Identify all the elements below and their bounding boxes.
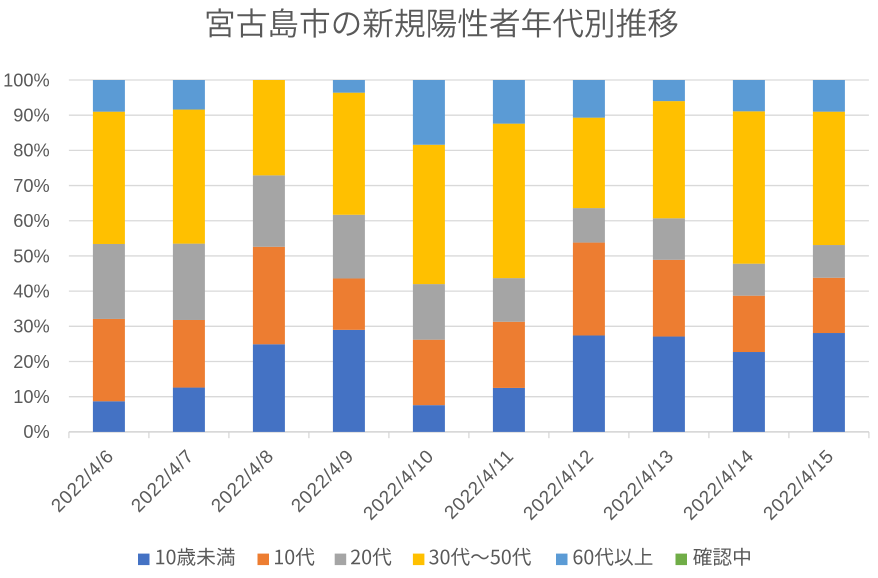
svg-text:80%: 80%	[13, 141, 49, 161]
svg-text:60%: 60%	[13, 211, 49, 231]
svg-text:100%: 100%	[3, 70, 50, 90]
svg-text:40%: 40%	[13, 281, 49, 301]
svg-text:30%: 30%	[13, 317, 49, 337]
svg-text:70%: 70%	[13, 176, 49, 196]
svg-text:20%: 20%	[13, 352, 49, 372]
svg-text:10%: 10%	[13, 387, 49, 407]
svg-text:0%: 0%	[23, 422, 49, 442]
svg-text:50%: 50%	[13, 246, 49, 266]
svg-text:90%: 90%	[13, 105, 49, 125]
